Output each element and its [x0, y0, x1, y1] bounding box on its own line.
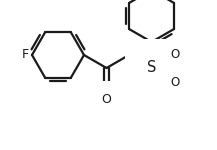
Text: O: O	[102, 93, 112, 106]
Text: O: O	[171, 75, 180, 88]
Text: F: F	[22, 48, 29, 62]
Text: O: O	[171, 48, 180, 60]
Text: S: S	[147, 60, 156, 75]
